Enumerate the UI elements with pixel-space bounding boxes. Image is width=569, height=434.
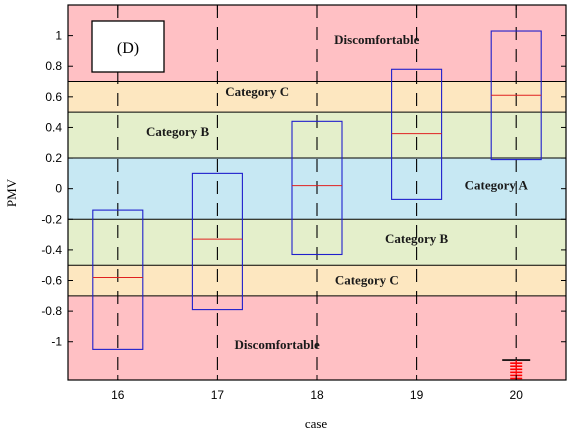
zone-label-text: Category C [335,273,399,288]
x-tick-label: 20 [510,388,524,402]
y-tick-label: -0.2 [41,212,62,226]
x-tick-label: 17 [211,388,225,402]
panel-label: (D) [117,40,139,57]
box-plots [92,30,542,350]
y-tick-label: 0 [55,182,62,196]
y-tick-label: 1 [55,29,62,43]
zone-label-text: Discomfortable [235,337,320,352]
box-18 [291,120,343,256]
y-tick-label: 0.2 [45,151,62,165]
y-tick-label: -0.8 [41,304,62,318]
zone-label-text: Discomfortable [334,32,419,47]
y-tick-label: 0.4 [45,120,62,134]
y-axis-label: PMV [4,178,19,207]
y-tick-label: -1 [51,335,62,349]
zone-label-text: Category A [465,178,529,193]
whisker-lines [117,5,517,380]
x-tick-label: 19 [410,388,424,402]
panel-label-box: (D) [91,20,165,73]
x-tick-label: 16 [111,388,125,402]
panel-label-frame [91,20,165,73]
y-tick-label: 0.8 [45,59,62,73]
y-tick-label: -0.4 [41,243,62,257]
box-17 [191,172,243,311]
zone-label-text: Category C [225,84,289,99]
y-tick-label: 0.6 [45,90,62,104]
box-19 [391,68,443,200]
zone-label-text: Category B [385,231,449,246]
zone-labels: Discomfortable Category C Category B Catego… [146,32,529,352]
axes: -1 -0.8 -0.6 -0.4 -0.2 0 0.2 0.4 0.6 0.8 1 16 17 18 19… [41,4,567,402]
y-tick-label: -0.6 [41,274,62,288]
box-16 [92,209,144,350]
x-axis-label: case [305,416,328,431]
x-tick-label: 18 [310,388,324,402]
zone-label-text: Category B [146,124,210,139]
